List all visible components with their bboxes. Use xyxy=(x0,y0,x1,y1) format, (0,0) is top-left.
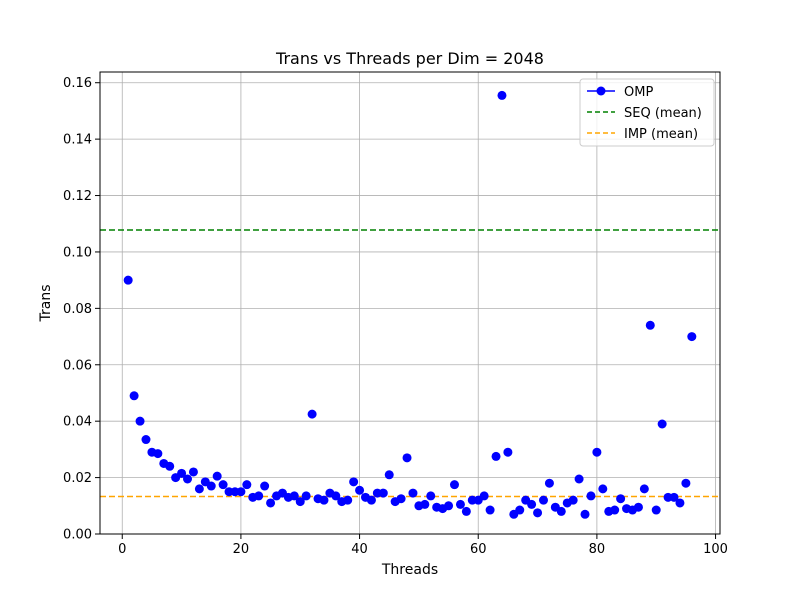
y-tick-label: 0.06 xyxy=(63,358,92,373)
legend-omp-marker xyxy=(596,86,606,96)
omp-data-point xyxy=(295,497,305,507)
omp-data-point xyxy=(568,495,578,505)
chart-title: Trans vs Threads per Dim = 2048 xyxy=(275,49,544,68)
omp-data-point xyxy=(681,478,691,488)
omp-data-point xyxy=(194,484,204,494)
omp-data-point xyxy=(426,491,436,501)
omp-data-point xyxy=(177,468,187,478)
omp-data-point xyxy=(503,447,513,457)
plot-frame xyxy=(99,71,721,535)
omp-data-point xyxy=(455,499,465,509)
y-tick-label: 0.02 xyxy=(63,471,92,486)
omp-data-point xyxy=(479,491,489,501)
omp-data-point xyxy=(515,505,525,515)
legend-omp-label: OMP xyxy=(624,85,653,100)
mean-lines xyxy=(100,229,720,498)
omp-data-point xyxy=(355,485,365,495)
y-axis: 0.00 0.02 0.04 0.06 0.08 0.10 0.12 0.14 0.16 xyxy=(63,76,100,543)
omp-data-point xyxy=(574,474,584,484)
omp-data-point xyxy=(598,484,608,494)
omp-data-point xyxy=(491,451,501,461)
omp-data-point xyxy=(449,480,459,490)
omp-data-point xyxy=(527,499,537,509)
omp-data-point xyxy=(497,90,507,100)
x-axis: 0 20 40 60 80 100 xyxy=(118,534,728,557)
omp-data-point xyxy=(206,481,216,491)
omp-data-point xyxy=(212,471,222,481)
omp-data-point xyxy=(260,481,270,491)
omp-data-point xyxy=(319,495,329,505)
omp-data-point xyxy=(254,491,264,501)
omp-data-point xyxy=(349,477,359,487)
x-tick-label: 60 xyxy=(470,542,487,557)
omp-data-point xyxy=(188,467,198,477)
y-tick-label: 0.16 xyxy=(63,76,92,91)
omp-data-point xyxy=(289,491,299,501)
omp-data-point xyxy=(675,498,685,508)
omp-data-point xyxy=(687,332,697,342)
x-tick-label: 0 xyxy=(118,542,126,557)
y-tick-label: 0.12 xyxy=(63,189,92,204)
omp-data-point xyxy=(123,275,133,285)
x-axis-title: Threads xyxy=(381,562,438,578)
omp-data-point xyxy=(266,498,276,508)
omp-data-point xyxy=(633,502,643,512)
omp-data-point xyxy=(396,494,406,504)
y-tick-label: 0.10 xyxy=(63,245,92,260)
omp-data-point xyxy=(218,480,228,490)
omp-data-point xyxy=(444,501,454,511)
omp-data-point xyxy=(307,409,317,419)
omp-data-point xyxy=(485,505,495,515)
omp-data-point xyxy=(616,494,626,504)
omp-data-point xyxy=(586,491,596,501)
omp-data-point xyxy=(580,509,590,519)
omp-data-point xyxy=(645,320,655,330)
legend: OMP SEQ (mean) IMP (mean) xyxy=(579,78,715,147)
omp-data-point xyxy=(242,480,252,490)
omp-data-point xyxy=(556,506,566,516)
omp-data-point xyxy=(610,505,620,515)
y-tick-label: 0.14 xyxy=(63,133,92,148)
omp-data-point xyxy=(165,461,175,471)
omp-data-point xyxy=(135,416,145,426)
omp-data-point xyxy=(657,419,667,429)
x-tick-label: 40 xyxy=(351,542,368,557)
omp-data-point xyxy=(592,447,602,457)
omp-data-point xyxy=(153,449,163,459)
omp-data-point xyxy=(343,495,353,505)
x-tick-label: 20 xyxy=(233,542,250,557)
omp-data-point xyxy=(420,499,430,509)
legend-imp-label: IMP (mean) xyxy=(624,127,698,142)
omp-data-point xyxy=(533,508,543,518)
omp-data-point xyxy=(461,506,471,516)
omp-data-point xyxy=(639,484,649,494)
omp-data-point xyxy=(538,495,548,505)
x-tick-label: 100 xyxy=(703,542,728,557)
y-tick-label: 0.04 xyxy=(63,415,92,430)
omp-data-point xyxy=(141,435,151,445)
omp-data-point xyxy=(236,487,246,497)
omp-data-point xyxy=(301,491,311,501)
omp-data-point xyxy=(331,491,341,501)
y-tick-label: 0.08 xyxy=(63,302,92,317)
omp-data-point xyxy=(384,470,394,480)
omp-series xyxy=(123,90,697,519)
legend-box xyxy=(579,78,715,147)
y-tick-label: 0.00 xyxy=(63,528,92,543)
omp-data-point xyxy=(402,453,412,463)
legend-seq-label: SEQ (mean) xyxy=(624,106,702,121)
omp-data-point xyxy=(129,391,139,401)
y-axis-title: Trans xyxy=(38,285,54,323)
omp-data-point xyxy=(366,495,376,505)
omp-data-point xyxy=(378,488,388,498)
omp-data-point xyxy=(669,492,679,502)
omp-data-point xyxy=(544,478,554,488)
omp-data-point xyxy=(183,474,193,484)
x-tick-label: 80 xyxy=(589,542,606,557)
omp-data-point xyxy=(408,488,418,498)
omp-data-point xyxy=(651,505,661,515)
